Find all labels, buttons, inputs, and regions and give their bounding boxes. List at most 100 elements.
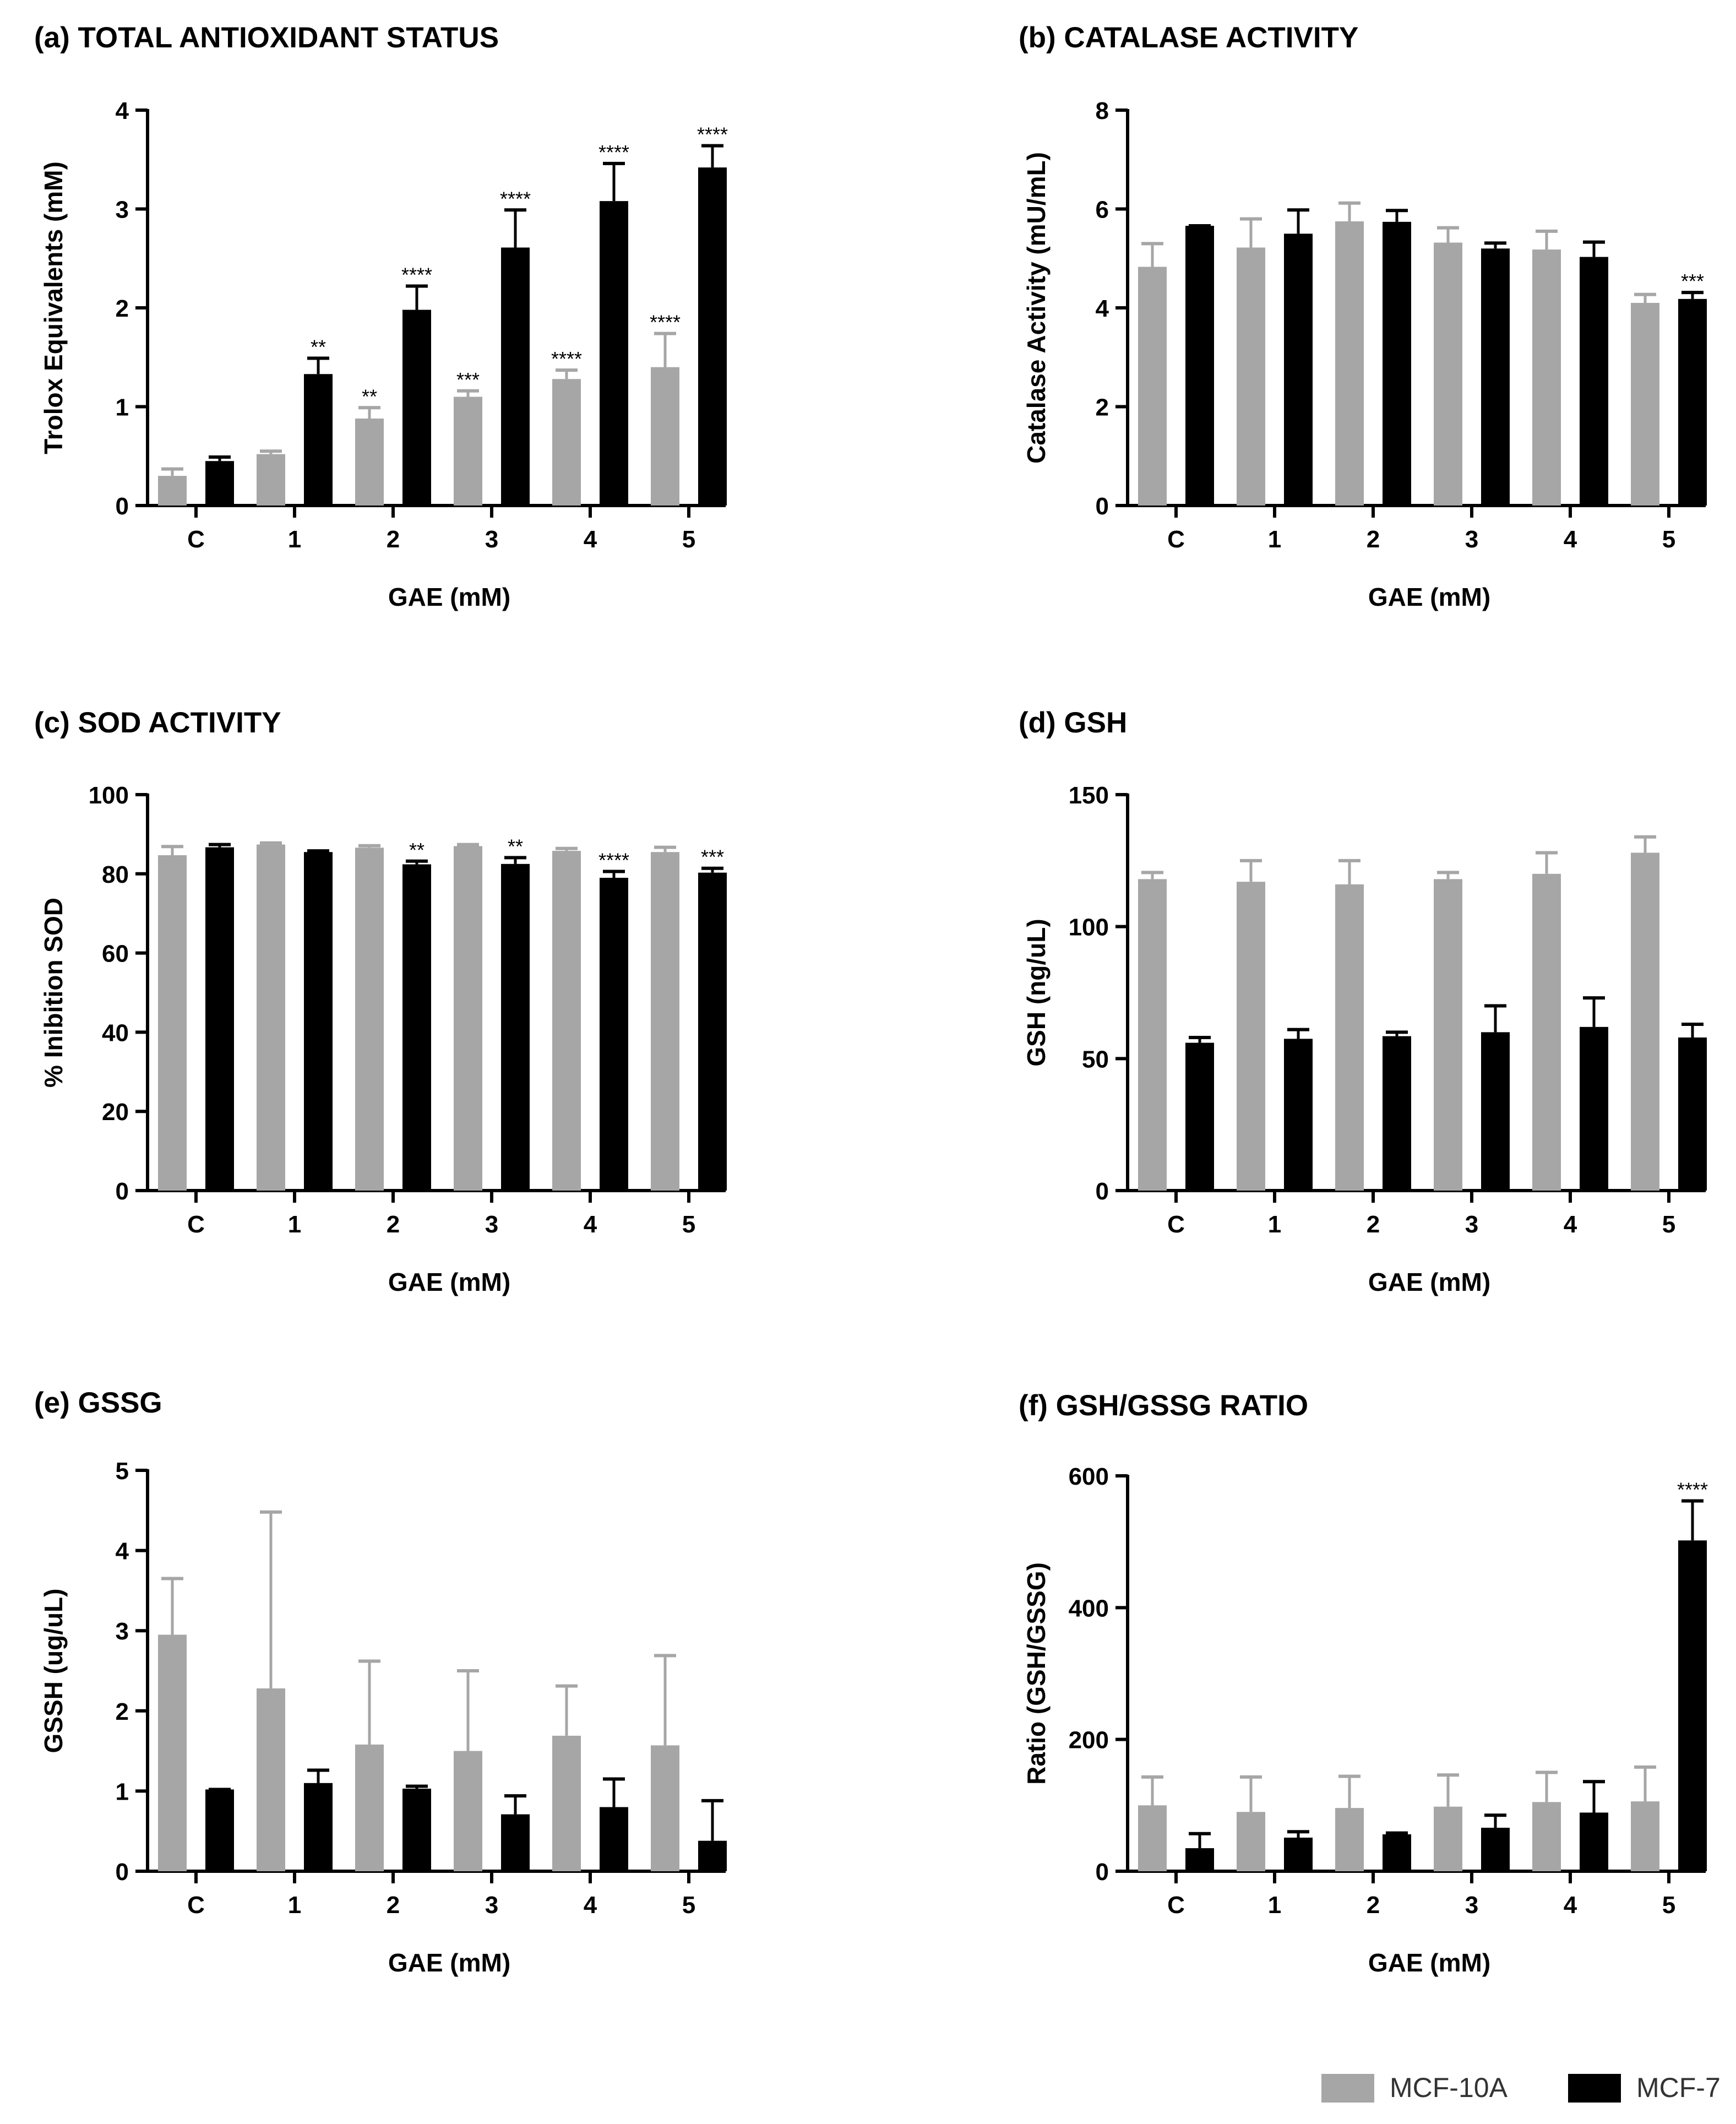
bar-mcf10a: [1631, 852, 1659, 1191]
chart-title: (c) SOD ACTIVITY: [34, 707, 281, 739]
bar-mcf7: [698, 872, 727, 1191]
x-tick-label: C: [1167, 526, 1185, 553]
chart-title: (e) GSSG: [34, 1387, 162, 1419]
bar-mcf10a: [552, 1735, 581, 1871]
y-tick-label: 20: [102, 1099, 129, 1126]
bar-mcf10a: [651, 367, 679, 506]
x-tick-label: 2: [387, 526, 400, 553]
significance-label: ***: [456, 368, 480, 391]
x-tick-label: 4: [584, 1211, 597, 1238]
x-axis-label: GAE (mM): [1368, 1948, 1490, 1977]
y-tick-label: 100: [1069, 914, 1109, 941]
y-tick-label: 0: [1096, 1859, 1109, 1886]
bar-mcf7: [1383, 1036, 1411, 1191]
bar-mcf7: [205, 461, 234, 506]
bar-mcf7: [1383, 221, 1411, 506]
x-tick-label: 4: [584, 526, 597, 553]
bar-mcf10a: [651, 852, 679, 1191]
y-tick-label: 5: [116, 1458, 129, 1485]
y-tick-label: 3: [116, 197, 129, 224]
bar-mcf7: [1284, 1837, 1313, 1871]
x-tick-label: 3: [1465, 1892, 1478, 1919]
y-axis-label: GSSH (ug/uL): [39, 1589, 68, 1753]
significance-label: ****: [500, 187, 531, 210]
chart-panel-e: (e) GSSG 0 1 2 3 4 5 GSSH (ug/uL) GAE (mM) C 1 2 3 4 5: [34, 1387, 727, 1977]
y-tick-label: 100: [89, 782, 129, 809]
significance-label: **: [311, 336, 326, 358]
bar-mcf10a: [257, 1688, 285, 1871]
bar-mcf10a: [1631, 1801, 1659, 1871]
x-tick-label: 1: [288, 1892, 301, 1919]
y-tick-label: 2: [116, 1698, 129, 1725]
bar-mcf10a: [651, 1745, 679, 1871]
bar-mcf7: [1678, 1540, 1707, 1871]
bar-mcf7: [501, 247, 530, 506]
bar-mcf10a: [1434, 879, 1462, 1191]
x-tick-label: 4: [1564, 1211, 1577, 1238]
y-tick-label: 400: [1069, 1595, 1109, 1622]
bar-mcf7: [1284, 1039, 1313, 1191]
legend-swatch-mcf7: [1568, 2074, 1621, 2103]
legend-swatch-mcf10a: [1321, 2074, 1374, 2103]
bar-mcf10a: [1434, 242, 1462, 506]
y-tick-label: 150: [1069, 782, 1109, 809]
y-tick-label: 1: [116, 1778, 129, 1805]
x-tick-label: 1: [288, 1211, 301, 1238]
significance-label: **: [409, 839, 425, 861]
x-tick-label: 3: [1465, 526, 1478, 553]
significance-label: **: [362, 385, 377, 408]
y-tick-label: 0: [1096, 493, 1109, 520]
x-tick-label: 4: [1564, 526, 1577, 553]
x-tick-label: 5: [1662, 1211, 1675, 1238]
significance-label: ****: [598, 849, 629, 871]
bar-mcf7: [1481, 1828, 1510, 1871]
y-tick-label: 60: [102, 941, 129, 968]
bar-mcf7: [402, 864, 431, 1191]
bar-mcf7: [501, 863, 530, 1191]
chart-panel-b: (b) CATALASE ACTIVITY 0 2 4 6 8 Catalase Activ…: [1019, 21, 1707, 611]
y-tick-label: 40: [102, 1019, 129, 1046]
bar-mcf7: [1580, 1026, 1608, 1191]
y-tick-label: 1: [116, 394, 129, 421]
y-tick-label: 8: [1096, 97, 1109, 124]
y-tick-label: 80: [102, 861, 129, 888]
x-tick-label: 2: [1367, 1892, 1380, 1919]
x-tick-label: C: [1167, 1892, 1185, 1919]
bar-mcf10a: [1237, 247, 1265, 506]
significance-label: ****: [401, 264, 432, 286]
x-tick-label: 1: [1268, 526, 1281, 553]
x-tick-label: 2: [387, 1892, 400, 1919]
x-tick-label: 2: [387, 1211, 400, 1238]
significance-label: ***: [1681, 270, 1704, 292]
bar-mcf10a: [355, 848, 384, 1191]
y-tick-label: 4: [116, 97, 129, 124]
bar-mcf7: [698, 1840, 727, 1871]
y-axis-label: % Inibition SOD: [39, 898, 68, 1088]
bar-mcf7: [205, 847, 234, 1191]
bar-mcf10a: [454, 1751, 482, 1871]
y-tick-label: 600: [1069, 1463, 1109, 1490]
bar-mcf10a: [1237, 882, 1265, 1191]
chart-panel-c: (c) SOD ACTIVITY 0 20 40 60 80 100 % Inibition …: [34, 707, 727, 1296]
x-tick-label: 3: [485, 526, 498, 553]
y-tick-label: 200: [1069, 1727, 1109, 1754]
bar-mcf7: [1580, 257, 1608, 506]
bar-mcf10a: [355, 419, 384, 506]
x-tick-label: 5: [1662, 526, 1675, 553]
x-tick-label: C: [187, 1892, 205, 1919]
bar-mcf10a: [1138, 267, 1167, 506]
bar-mcf7: [1185, 1042, 1214, 1191]
bar-mcf10a: [257, 454, 285, 506]
bar-mcf7: [1284, 233, 1313, 506]
bar-mcf7: [1185, 1848, 1214, 1871]
y-tick-label: 0: [116, 493, 129, 520]
legend-label-mcf7: MCF-7: [1636, 2072, 1721, 2103]
x-tick-label: 5: [682, 1211, 695, 1238]
bar-mcf7: [600, 201, 628, 506]
bar-mcf7: [1185, 226, 1214, 506]
bar-mcf10a: [1532, 873, 1561, 1191]
y-tick-label: 3: [116, 1618, 129, 1645]
significance-label: ***: [701, 846, 724, 868]
chart-title: (b) CATALASE ACTIVITY: [1019, 21, 1358, 54]
